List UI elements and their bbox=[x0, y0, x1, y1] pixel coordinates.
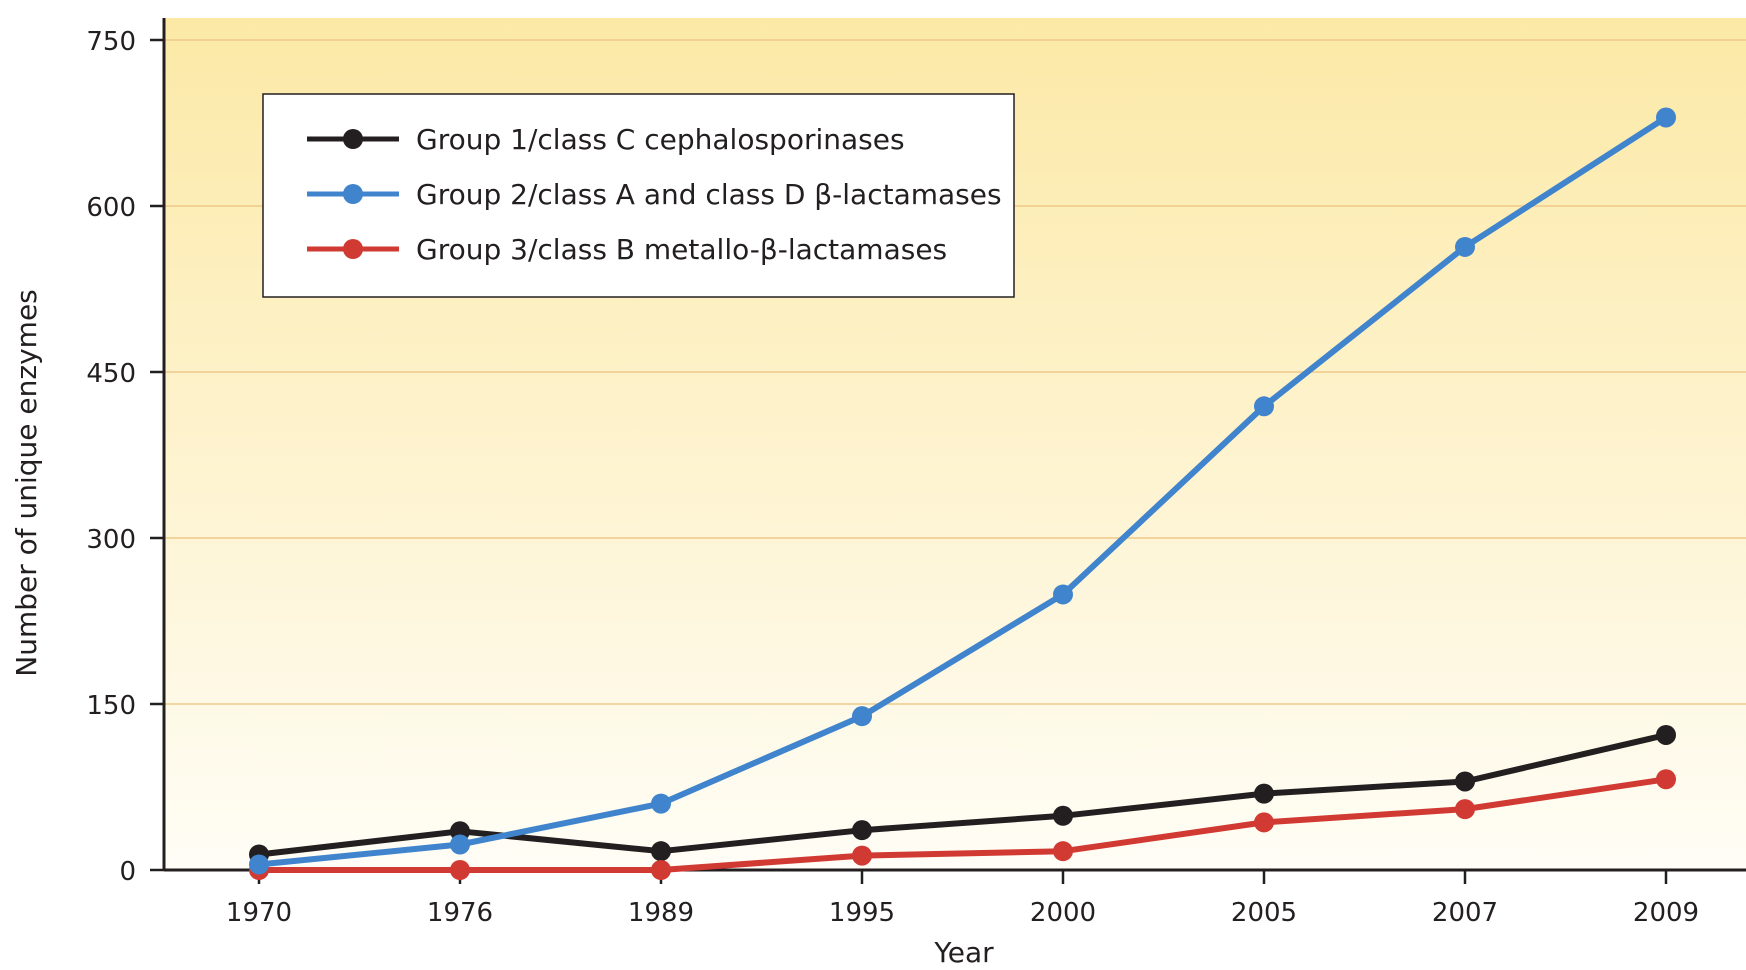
legend-entry-group-1: Group 1/class C cephalosporinases bbox=[307, 123, 905, 156]
data-point-group-2 bbox=[450, 834, 470, 855]
legend-label-group-3: Group 3/class B metallo-β-lactamases bbox=[416, 233, 947, 266]
y-axis-title: Number of unique enzymes bbox=[10, 289, 43, 677]
data-point-group-2 bbox=[249, 854, 269, 875]
x-tick-label: 2007 bbox=[1432, 898, 1498, 928]
legend-marker-group-3 bbox=[343, 239, 363, 259]
legend-marker-group-2 bbox=[343, 184, 363, 204]
y-tick-label: 750 bbox=[86, 27, 136, 57]
x-axis-title: Year bbox=[933, 936, 994, 969]
data-point-group-1 bbox=[1656, 724, 1676, 745]
y-tick-label: 450 bbox=[86, 359, 136, 389]
x-tick-label: 1989 bbox=[628, 898, 694, 928]
legend-entry-group-2: Group 2/class A and class D β-lactamases bbox=[307, 178, 1002, 211]
x-tick-label: 1995 bbox=[829, 898, 895, 928]
data-point-group-2 bbox=[1053, 584, 1073, 605]
x-tick-label: 2005 bbox=[1231, 898, 1297, 928]
data-point-group-3 bbox=[1656, 769, 1676, 790]
data-point-group-2 bbox=[1455, 236, 1475, 257]
data-point-group-1 bbox=[1053, 805, 1073, 826]
data-point-group-2 bbox=[1254, 396, 1274, 417]
y-tick-label: 300 bbox=[86, 525, 136, 555]
data-point-group-1 bbox=[852, 820, 872, 841]
legend-marker-group-1 bbox=[343, 129, 363, 149]
data-point-group-2 bbox=[651, 793, 671, 814]
data-point-group-1 bbox=[1455, 771, 1475, 792]
series-line-group-1 bbox=[256, 732, 1669, 858]
data-point-group-3 bbox=[1053, 841, 1073, 862]
series-line-group-2 bbox=[256, 114, 1669, 868]
data-point-group-3 bbox=[651, 860, 671, 880]
legend-label-group-1: Group 1/class C cephalosporinases bbox=[416, 123, 905, 156]
data-point-group-1 bbox=[1254, 783, 1274, 804]
data-point-group-3 bbox=[852, 845, 872, 866]
x-tick-label: 1976 bbox=[427, 898, 493, 928]
data-point-group-2 bbox=[1656, 107, 1676, 128]
data-point-group-2 bbox=[852, 706, 872, 727]
legend-entry-group-3: Group 3/class B metallo-β-lactamases bbox=[307, 233, 947, 266]
y-tick-label: 150 bbox=[86, 691, 136, 721]
y-tick-label: 600 bbox=[86, 193, 136, 223]
y-tick-label: 0 bbox=[119, 857, 136, 887]
data-point-group-1 bbox=[651, 841, 671, 862]
data-point-group-3 bbox=[1455, 799, 1475, 820]
data-point-group-3 bbox=[1254, 812, 1274, 833]
legend: Group 1/class C cephalosporinases Group … bbox=[262, 93, 1015, 298]
x-tick-label: 2000 bbox=[1030, 898, 1096, 928]
legend-label-group-2: Group 2/class A and class D β-lactamases bbox=[416, 178, 1002, 211]
data-point-group-3 bbox=[450, 860, 470, 880]
series-line-group-3 bbox=[256, 776, 1669, 873]
x-tick-label: 2009 bbox=[1633, 898, 1699, 928]
x-tick-label: 1970 bbox=[226, 898, 292, 928]
